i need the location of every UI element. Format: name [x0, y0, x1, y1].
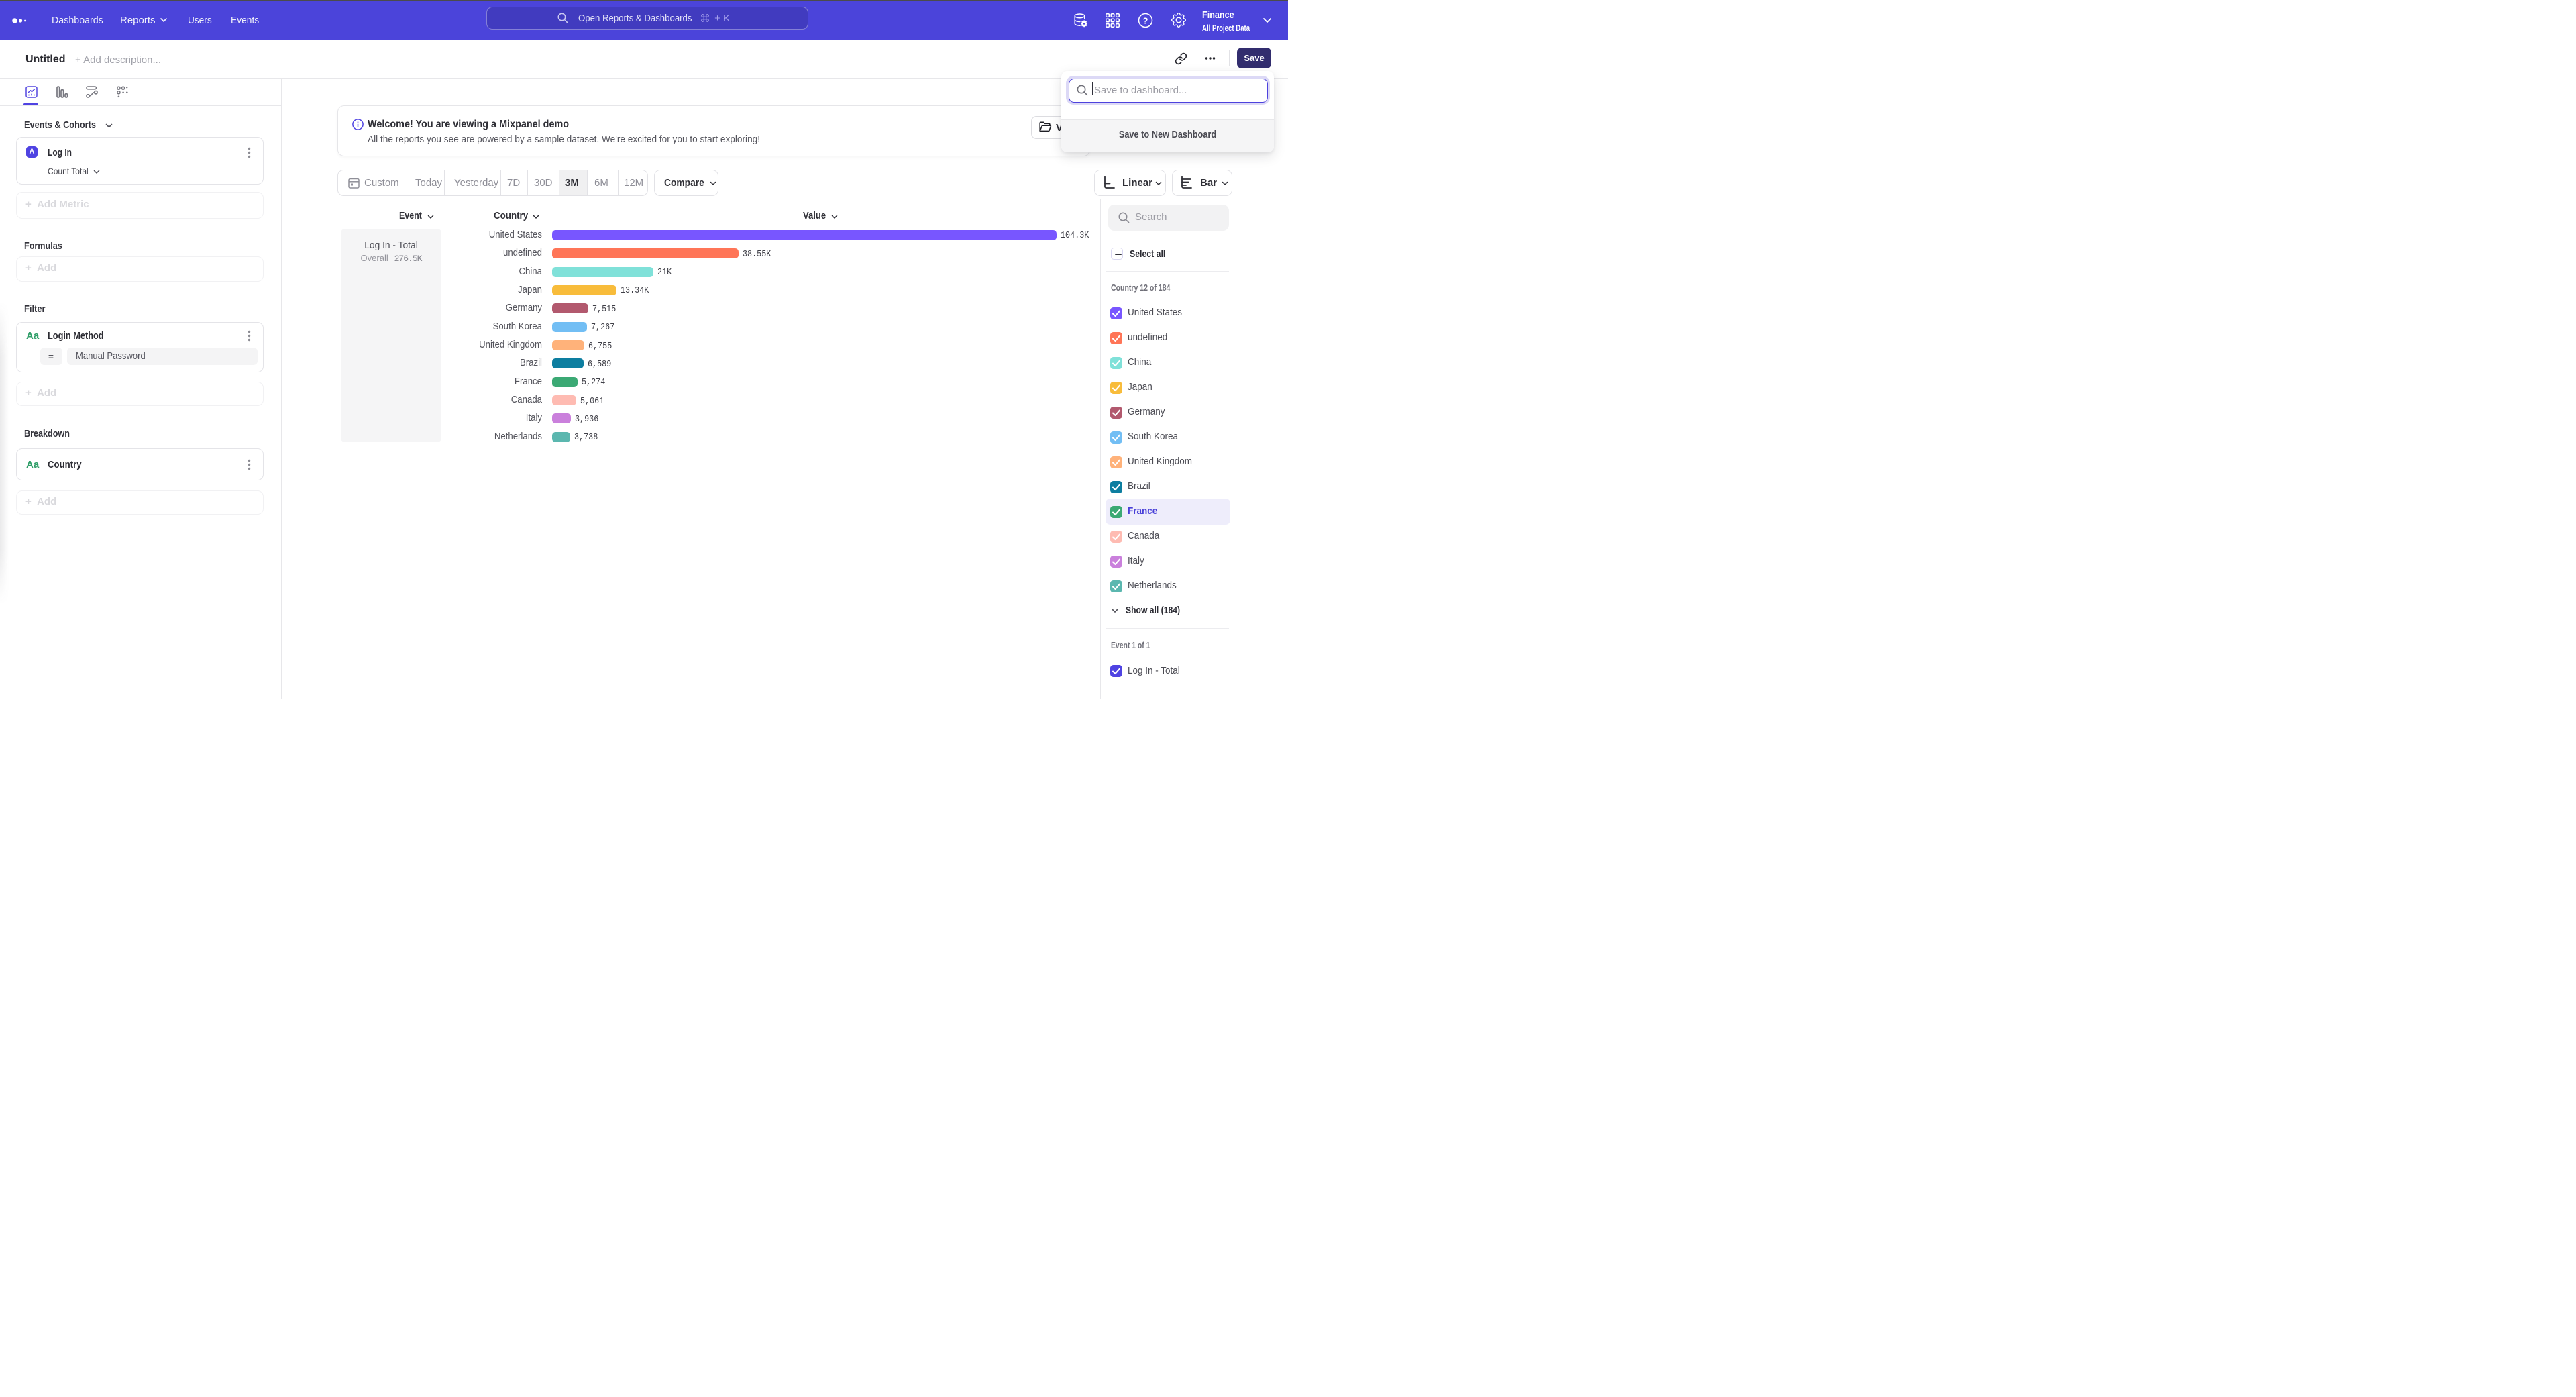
svg-text:?: ?	[1143, 15, 1148, 25]
